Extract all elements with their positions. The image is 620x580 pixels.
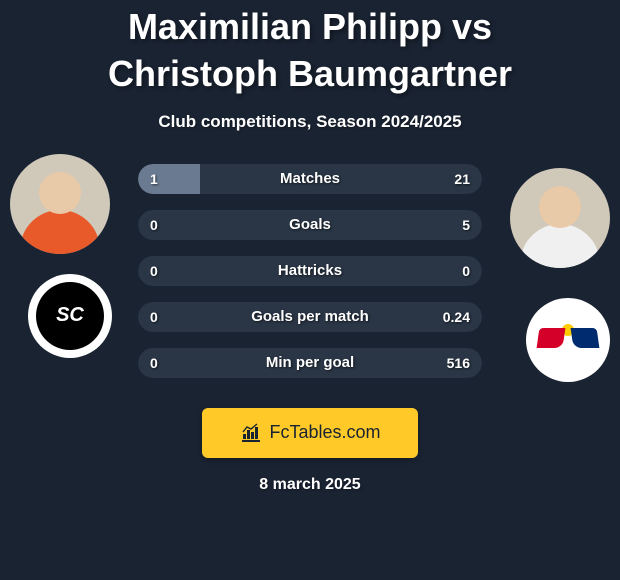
content-area: SC 1 Matches 21 0 Go (0, 154, 620, 394)
rb-logo-shape (538, 326, 598, 354)
avatar-body (20, 210, 100, 254)
stat-row: 0 Goals per match 0.24 (138, 302, 482, 332)
avatar-body (520, 224, 600, 268)
stat-right-value: 5 (462, 210, 470, 240)
card-subtitle: Club competitions, Season 2024/2025 (0, 112, 620, 132)
comparison-card: Maximilian Philipp vs Christoph Baumgart… (0, 0, 620, 494)
date-text: 8 march 2025 (0, 476, 620, 494)
club-logo-left: SC (28, 274, 112, 358)
player-right-avatar (510, 168, 610, 268)
stat-right-value: 0.24 (443, 302, 470, 332)
avatar-head (539, 186, 581, 228)
stat-right-value: 0 (462, 256, 470, 286)
rb-bull-left-icon (537, 328, 566, 348)
stat-label: Goals (138, 210, 482, 240)
player-left-avatar (10, 154, 110, 254)
card-title: Maximilian Philipp vs Christoph Baumgart… (0, 4, 620, 98)
club-logo-right (526, 298, 610, 382)
stat-label: Hattricks (138, 256, 482, 286)
stat-row: 0 Goals 5 (138, 210, 482, 240)
stat-right-value: 516 (447, 348, 470, 378)
stat-bars: 1 Matches 21 0 Goals 5 0 Hattricks 0 (138, 164, 482, 394)
avatar-shape (510, 168, 610, 268)
stat-label: Goals per match (138, 302, 482, 332)
stat-right-value: 21 (454, 164, 470, 194)
rb-bull-right-icon (571, 328, 600, 348)
avatar-shape (10, 154, 110, 254)
branding-text: FcTables.com (269, 422, 380, 443)
chart-icon (239, 421, 263, 445)
stat-label: Min per goal (138, 348, 482, 378)
avatar-head (39, 172, 81, 214)
branding-badge[interactable]: FcTables.com (202, 408, 418, 458)
club-logo-left-text: SC (56, 304, 84, 327)
stat-row: 0 Min per goal 516 (138, 348, 482, 378)
stat-label: Matches (138, 164, 482, 194)
stat-row: 1 Matches 21 (138, 164, 482, 194)
stat-row: 0 Hattricks 0 (138, 256, 482, 286)
